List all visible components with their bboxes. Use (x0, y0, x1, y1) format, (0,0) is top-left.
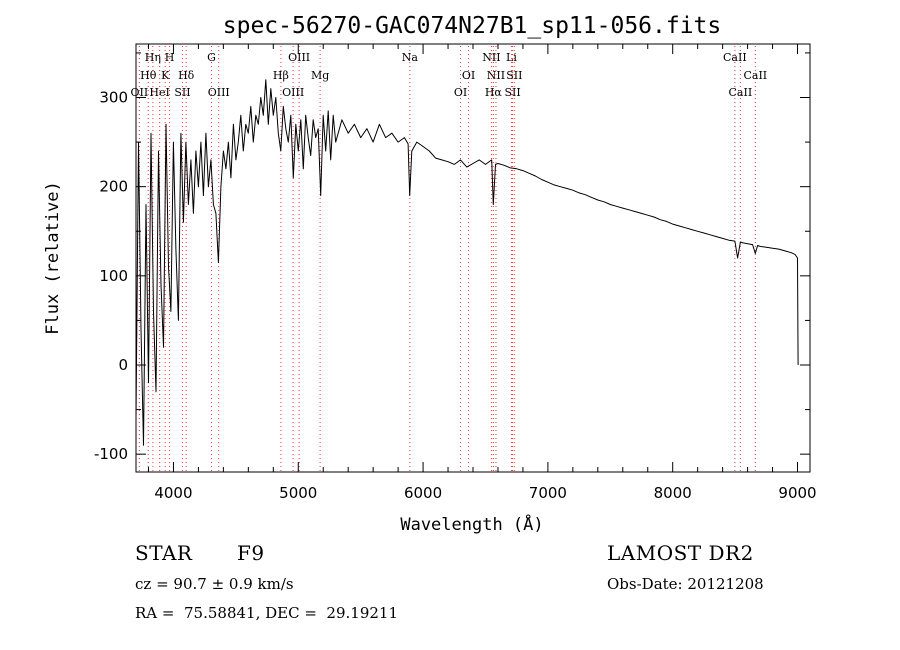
x-tick-label: 4000 (154, 484, 192, 502)
x-axis-label: Wavelength (Å) (400, 513, 543, 535)
line-marker-label: Na (402, 51, 419, 64)
line-marker-label: OI (462, 69, 475, 82)
x-axis-ticks: 4000 5000 6000 7000 8000 9000 (147, 44, 817, 502)
observation-date: Obs-Date: 20121208 (607, 575, 764, 593)
redshift-readout: cz = 90.7 ± 0.9 km/s (135, 575, 294, 593)
x-tick-label: 9000 (778, 484, 816, 502)
line-marker-label: OIII (282, 86, 304, 99)
line-marker-label: Li (506, 51, 517, 64)
line-marker-label: CaII (729, 86, 753, 99)
coordinates-readout: RA = 75.58841, DEC = 29.19211 (135, 604, 399, 622)
spectral-line-labels: OIIHθHηHeIKHSIIHδGOIIIHβOIIIOIIIMgNaOIOI… (131, 51, 768, 99)
line-marker-label: NII (487, 69, 505, 82)
y-tick-label: 300 (99, 89, 128, 107)
spectrum-line (135, 79, 799, 446)
spectral-line-markers (138, 46, 756, 472)
spectrum-series (135, 79, 799, 446)
line-marker-label: SII (504, 86, 520, 99)
line-marker-label: OIII (208, 86, 230, 99)
y-tick-label: -100 (94, 445, 128, 463)
line-marker-label: OII (131, 86, 149, 99)
y-axis-label: Flux (relative) (43, 181, 63, 335)
object-class: STAR (135, 541, 193, 565)
line-marker-label: Hδ (178, 69, 195, 82)
survey-name: LAMOST DR2 (607, 541, 754, 565)
line-marker-label: CaII (723, 51, 747, 64)
line-marker-label: SII (506, 69, 522, 82)
plot-frame (135, 43, 811, 473)
line-marker-label: Hβ (273, 69, 289, 82)
x-tick-label: 6000 (404, 484, 442, 502)
line-marker-label: K (161, 69, 170, 82)
line-marker-label: Hη (145, 51, 161, 64)
line-marker-label: Hθ (140, 69, 157, 82)
object-subclass: F9 (237, 541, 265, 565)
line-marker-label: Hα (485, 86, 503, 99)
line-marker-label: Mg (311, 69, 329, 82)
line-marker-label: OI (454, 86, 467, 99)
line-marker-label: OIII (288, 51, 310, 64)
line-marker-label: H (165, 51, 175, 64)
line-marker-label: CaII (743, 69, 767, 82)
y-axis-ticks: -100 0 100 200 300 (94, 52, 810, 463)
line-marker-label: NII (482, 51, 500, 64)
y-tick-label: 0 (118, 356, 128, 374)
line-marker-label: G (207, 51, 216, 64)
y-tick-label: 200 (99, 178, 128, 196)
chart-title: spec-56270-GAC074N27B1_sp11-056.fits (223, 13, 722, 39)
line-marker-label: HeI (149, 86, 169, 99)
x-tick-label: 5000 (279, 484, 317, 502)
y-tick-label: 100 (99, 267, 128, 285)
line-marker-label: SII (174, 86, 190, 99)
x-tick-label: 8000 (654, 484, 692, 502)
x-tick-label: 7000 (529, 484, 567, 502)
